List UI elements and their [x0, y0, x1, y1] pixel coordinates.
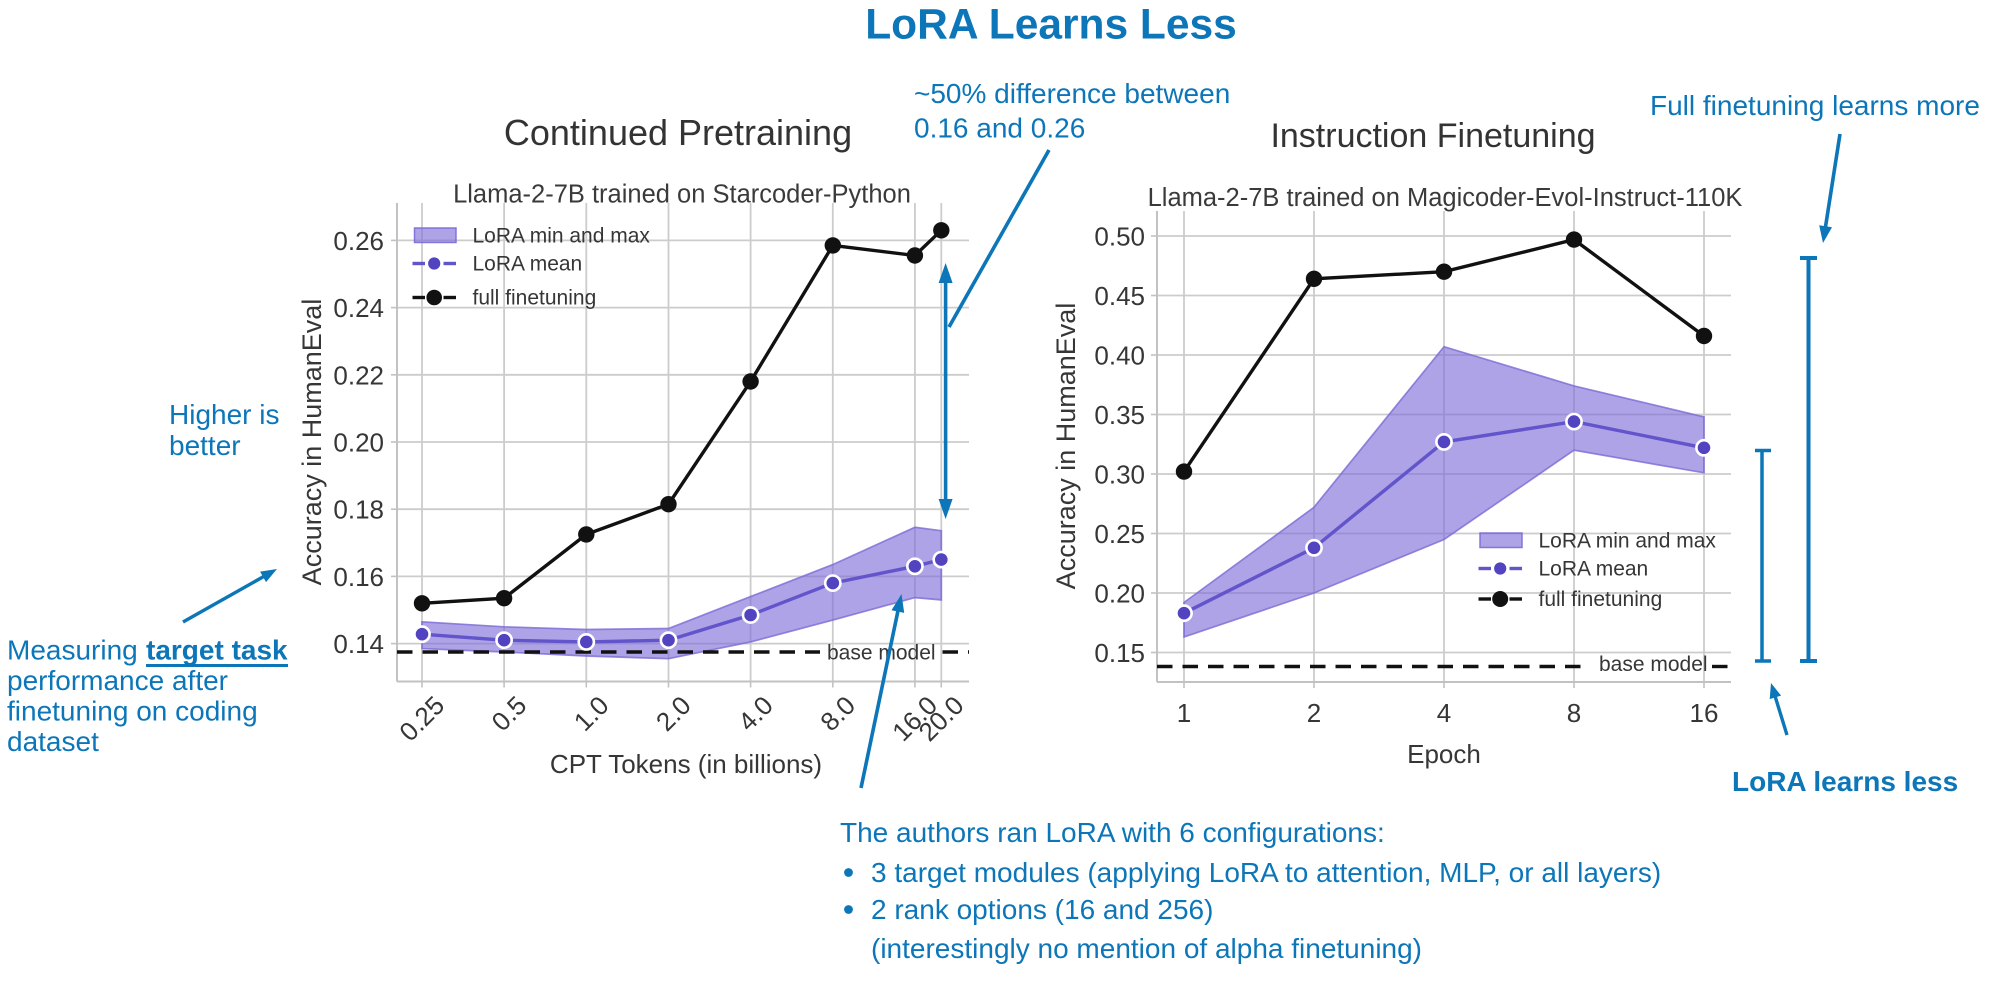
- svg-text:16: 16: [1690, 698, 1719, 728]
- svg-text:0.24: 0.24: [333, 293, 384, 323]
- svg-text:0.50: 0.50: [1094, 222, 1145, 252]
- svg-text:1: 1: [1177, 698, 1191, 728]
- svg-text:3 target modules (applying LoR: 3 target modules (applying LoRA to atten…: [871, 857, 1661, 888]
- svg-text:0.20: 0.20: [1094, 579, 1145, 609]
- svg-text:finetuning on coding: finetuning on coding: [7, 696, 258, 727]
- svg-text:Epoch: Epoch: [1407, 739, 1481, 769]
- svg-text:LoRA min and max: LoRA min and max: [473, 225, 651, 248]
- svg-text:0.18: 0.18: [333, 495, 384, 525]
- svg-text:0.30: 0.30: [1094, 460, 1145, 490]
- svg-text:better: better: [169, 430, 241, 461]
- svg-text:0.40: 0.40: [1094, 341, 1145, 371]
- svg-text:CPT Tokens (in billions): CPT Tokens (in billions): [550, 749, 822, 779]
- svg-text:The authors ran LoRA with 6 co: The authors ran LoRA with 6 configuratio…: [840, 817, 1385, 848]
- svg-text:performance after: performance after: [7, 665, 228, 696]
- svg-text:Measuring: Measuring: [7, 635, 138, 666]
- svg-text:0.45: 0.45: [1094, 281, 1145, 311]
- svg-text:0.26: 0.26: [333, 226, 384, 256]
- svg-text:0.14: 0.14: [333, 629, 384, 659]
- svg-text:LoRA mean: LoRA mean: [1539, 558, 1649, 581]
- svg-text:0.15: 0.15: [1094, 638, 1145, 668]
- svg-text:target task: target task: [146, 635, 288, 666]
- svg-text:0.25: 0.25: [1094, 519, 1145, 549]
- svg-text:full finetuning: full finetuning: [1539, 588, 1663, 611]
- svg-text:Instruction Finetuning: Instruction Finetuning: [1270, 117, 1595, 155]
- svg-text:Llama-2-7B trained on Starcode: Llama-2-7B trained on Starcoder-Python: [453, 181, 911, 209]
- svg-text:~50% difference between: ~50% difference between: [914, 78, 1230, 109]
- svg-text:8: 8: [1567, 698, 1581, 728]
- svg-text:0.35: 0.35: [1094, 400, 1145, 430]
- svg-text:0.22: 0.22: [333, 360, 384, 390]
- svg-text:4: 4: [1437, 698, 1451, 728]
- svg-text:0.20: 0.20: [333, 428, 384, 458]
- svg-text:(interestingly no mention of a: (interestingly no mention of alpha finet…: [871, 933, 1422, 964]
- svg-text:LoRA mean: LoRA mean: [473, 253, 583, 276]
- svg-text:dataset: dataset: [7, 726, 99, 757]
- svg-text:2: 2: [1307, 698, 1321, 728]
- svg-text:0.16 and 0.26: 0.16 and 0.26: [914, 113, 1085, 144]
- svg-text:0.16: 0.16: [333, 562, 384, 592]
- svg-text:Llama-2-7B trained on Magicode: Llama-2-7B trained on Magicoder-Evol-Ins…: [1148, 184, 1743, 212]
- svg-text:LoRA learns less: LoRA learns less: [1732, 766, 1958, 797]
- svg-text:Higher is: Higher is: [169, 399, 279, 430]
- svg-text:base model: base model: [1599, 653, 1708, 676]
- svg-text:base model: base model: [827, 642, 936, 665]
- svg-text:2 rank options (16 and 256): 2 rank options (16 and 256): [871, 894, 1213, 925]
- svg-text:Accuracy in HumanEval: Accuracy in HumanEval: [297, 299, 327, 586]
- svg-text:Full finetuning learns more: Full finetuning learns more: [1650, 90, 1980, 121]
- svg-text:Accuracy in HumanEval: Accuracy in HumanEval: [1051, 303, 1081, 590]
- svg-text:Continued Pretraining: Continued Pretraining: [504, 112, 852, 153]
- svg-text:full finetuning: full finetuning: [473, 287, 597, 310]
- svg-text:LoRA Learns Less: LoRA Learns Less: [865, 2, 1237, 49]
- svg-text:LoRA min and max: LoRA min and max: [1539, 530, 1717, 553]
